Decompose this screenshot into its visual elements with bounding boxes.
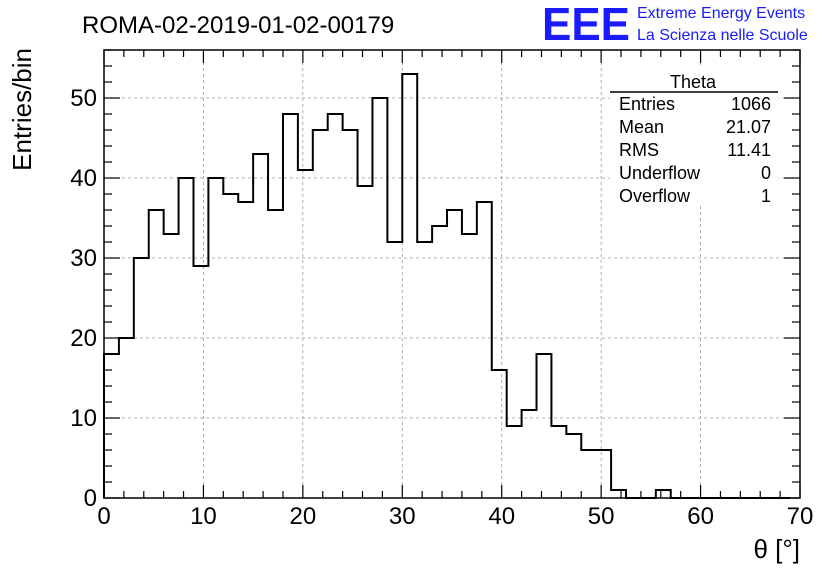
histogram-bins — [104, 74, 671, 498]
histogram-bin — [238, 202, 253, 498]
stats-label: Underflow — [619, 163, 701, 183]
histogram-bin — [402, 74, 417, 498]
histogram-bin — [656, 490, 671, 498]
stats-label: RMS — [619, 140, 659, 160]
histogram-bin — [313, 130, 328, 498]
histogram-bin — [537, 354, 552, 498]
histogram-bin — [566, 434, 581, 498]
histogram-bin — [149, 210, 164, 498]
histogram-bin — [298, 170, 313, 498]
y-tick-labels: 0 10 20 30 40 50 — [70, 85, 97, 512]
y-tick-label: 50 — [70, 85, 97, 112]
x-tick-label: 20 — [290, 503, 317, 530]
org-tagline: La Scienza nelle Scuole — [637, 27, 808, 44]
x-tick-label: 10 — [190, 503, 217, 530]
y-tick-label: 30 — [70, 245, 97, 272]
histogram-bin — [343, 130, 358, 498]
histogram-bin — [447, 210, 462, 498]
histogram-bin — [551, 426, 566, 498]
histogram-bin — [522, 410, 537, 498]
histogram-bin — [462, 234, 477, 498]
stats-title: Theta — [670, 72, 717, 92]
histogram-bin — [581, 450, 596, 498]
axis-ticks — [103, 49, 801, 499]
histogram-bin — [372, 98, 387, 498]
stats-box: Theta Entries 1066 Mean 21.07 RMS 11.41 Underf… — [610, 66, 778, 206]
stats-rows: Entries 1066 Mean 21.07 RMS 11.41 Underflow 0 Ov… — [619, 94, 771, 206]
histogram-bin — [208, 178, 223, 498]
stats-label: Entries — [619, 94, 675, 114]
y-axis-label: Entries/bin — [7, 48, 37, 171]
stats-label: Overflow — [619, 186, 691, 206]
org-name: Extreme Energy Events — [637, 5, 805, 22]
histogram-bin — [164, 234, 179, 498]
histogram-bin — [432, 226, 447, 498]
stats-label: Mean — [619, 117, 664, 137]
histogram-bin — [611, 490, 626, 498]
x-tick-label: 30 — [389, 503, 416, 530]
histogram-bin — [268, 210, 283, 498]
eee-logo: EEE — [542, 0, 630, 50]
histogram-bin — [283, 114, 298, 498]
x-tick-label: 60 — [687, 503, 714, 530]
x-tick-label: 0 — [97, 503, 110, 530]
histogram-bin — [193, 266, 208, 498]
stats-value: 1 — [761, 186, 771, 206]
stats-value: 21.07 — [726, 117, 771, 137]
y-tick-label: 10 — [70, 405, 97, 432]
histogram-bin — [596, 450, 611, 498]
histogram-bin — [358, 186, 373, 498]
histogram-bin — [417, 242, 432, 498]
x-tick-label: 40 — [488, 503, 515, 530]
x-tick-label: 70 — [787, 503, 814, 530]
run-title: ROMA-02-2019-01-02-00179 — [82, 12, 394, 39]
y-tick-label: 40 — [70, 165, 97, 192]
stats-value: 0 — [761, 163, 771, 183]
stats-value: 1066 — [731, 94, 771, 114]
histogram-bin — [253, 154, 268, 498]
stats-box-background — [610, 66, 778, 206]
histogram-bin — [477, 202, 492, 498]
histogram-outline — [103, 73, 791, 499]
stats-value: 11.41 — [727, 140, 771, 160]
x-tick-label: 50 — [588, 503, 615, 530]
histogram-bin — [507, 426, 522, 498]
y-tick-label: 20 — [70, 325, 97, 352]
histogram-bin — [223, 194, 238, 498]
x-tick-labels: 0 10 20 30 40 50 60 70 — [97, 503, 813, 530]
histogram-bin — [492, 370, 507, 498]
x-axis-label: θ [°] — [753, 534, 800, 564]
histogram-bin — [119, 338, 134, 498]
histogram-bin — [104, 354, 119, 498]
histogram-bin — [387, 242, 402, 498]
histogram-bin — [134, 258, 149, 498]
histogram-bin — [179, 178, 194, 498]
histogram-bin — [328, 114, 343, 498]
y-tick-label: 0 — [84, 485, 97, 512]
